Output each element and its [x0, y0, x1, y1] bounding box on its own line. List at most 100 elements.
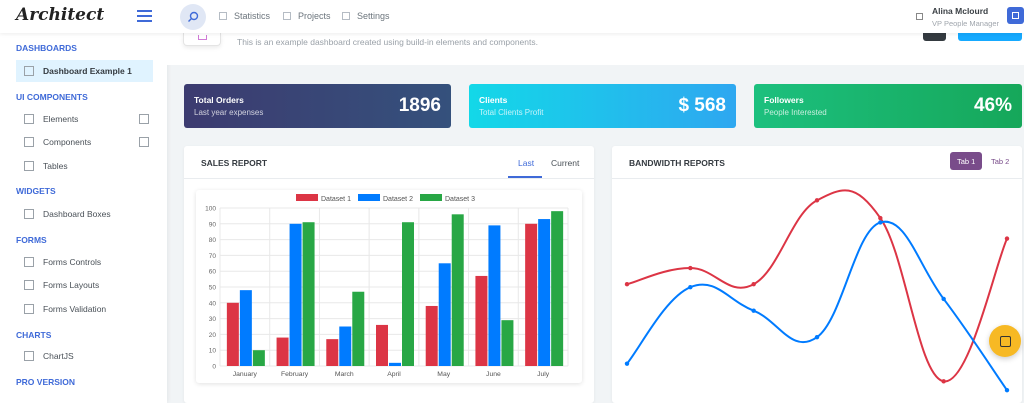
sidebar-item-dashboard-example-1[interactable]: Dashboard Example 1 — [16, 60, 153, 82]
legend-swatch — [358, 194, 380, 201]
sidebar-item-chartjs[interactable]: ChartJS — [16, 345, 153, 367]
bar[interactable] — [326, 339, 339, 366]
bar[interactable] — [451, 214, 464, 366]
data-point[interactable] — [878, 215, 883, 221]
bar[interactable] — [538, 219, 551, 366]
user-name: Alina Mclourd — [932, 6, 989, 16]
bar[interactable] — [425, 305, 438, 366]
legend-label[interactable]: Dataset 3 — [445, 196, 475, 203]
sidebar-item-forms-layouts[interactable]: Forms Layouts — [16, 274, 153, 296]
y-tick-label: 80 — [209, 237, 217, 244]
sales-bar-chart: Dataset 1 Dataset 2 Dataset 3 0 10 20 30 40 50 60… — [205, 194, 569, 378]
data-point[interactable] — [878, 220, 883, 225]
stat-card-total-orders: Total Orders Last year expenses 1896 — [184, 84, 451, 128]
sidebar-item-forms-validation[interactable]: Forms Validation — [16, 298, 153, 320]
title-action-button-primary[interactable] — [958, 33, 1022, 41]
search-button[interactable] — [180, 4, 206, 30]
user-role: VP People Manager — [932, 19, 999, 28]
bar[interactable] — [402, 222, 414, 366]
sidebar-item-components[interactable]: Components — [16, 131, 153, 153]
hamburger-menu-icon[interactable] — [137, 10, 152, 22]
stat-subtitle: People Interested — [764, 108, 827, 117]
sidebar-item-dashboard-boxes[interactable]: Dashboard Boxes — [16, 203, 153, 225]
sales-report-card: Sales Report Last Current Dataset 1 Datas… — [184, 146, 594, 403]
bar[interactable] — [276, 337, 289, 366]
sidebar-heading-dashboards: Dashboards — [16, 43, 77, 53]
series-line — [626, 220, 1008, 391]
y-tick-label: 20 — [209, 332, 217, 339]
data-point[interactable] — [688, 284, 693, 290]
bar[interactable] — [302, 222, 315, 366]
app-logo[interactable]: Architect — [16, 5, 105, 25]
sidebar-item-forms-controls[interactable]: Forms Controls — [16, 251, 153, 273]
tables-icon — [24, 161, 34, 171]
bar[interactable] — [226, 302, 239, 366]
bandwidth-line-chart — [624, 189, 1010, 393]
data-point[interactable] — [941, 296, 946, 302]
bar[interactable] — [352, 291, 365, 366]
expand-icon[interactable] — [139, 114, 149, 124]
stat-label: Total Orders — [194, 95, 244, 105]
active-tab-indicator — [508, 176, 542, 178]
stat-value: 46% — [973, 95, 1012, 116]
y-tick-label: 50 — [209, 285, 217, 292]
statistics-icon — [219, 12, 227, 20]
data-point[interactable] — [814, 198, 820, 203]
bar[interactable] — [488, 225, 501, 366]
data-point[interactable] — [688, 265, 693, 271]
tab-2[interactable]: Tab 2 — [991, 156, 1010, 166]
bar[interactable] — [525, 223, 538, 366]
tab-1[interactable]: Tab 1 — [950, 152, 983, 170]
bar[interactable] — [289, 223, 302, 366]
search-icon — [188, 11, 199, 22]
bar[interactable] — [551, 211, 564, 366]
title-action-button-dark[interactable] — [923, 33, 946, 41]
nav-settings[interactable]: Settings — [342, 11, 390, 21]
y-tick-label: 40 — [209, 300, 217, 307]
nav-statistics[interactable]: Statistics — [219, 11, 270, 21]
bar[interactable] — [475, 275, 488, 366]
tab-current[interactable]: Current — [551, 158, 580, 168]
stat-value: $ 568 — [678, 95, 726, 116]
tab-last[interactable]: Last — [518, 158, 535, 168]
data-point[interactable] — [814, 335, 820, 340]
bar[interactable] — [438, 263, 451, 366]
data-point[interactable] — [1004, 236, 1010, 241]
card-header: Sales Report Last Current — [184, 146, 594, 179]
data-point[interactable] — [624, 361, 630, 366]
bar[interactable] — [252, 350, 265, 366]
legend-label[interactable]: Dataset 1 — [321, 196, 351, 203]
sidebar-heading-pro-version: Pro Version — [16, 377, 76, 387]
sidebar-item-elements[interactable]: Elements — [16, 108, 153, 130]
page-subtitle: This is an example dashboard created usi… — [237, 37, 538, 47]
bar[interactable] — [376, 324, 388, 366]
settings-icon — [342, 12, 350, 20]
card-title: Bandwidth Reports — [629, 158, 725, 168]
page-title-icon — [183, 33, 221, 46]
bar[interactable] — [501, 320, 514, 366]
y-tick-label: 70 — [209, 253, 217, 260]
sidebar-item-tables[interactable]: Tables — [16, 155, 153, 177]
data-point[interactable] — [751, 308, 756, 313]
floating-action-button[interactable] — [989, 325, 1021, 357]
card-header: Bandwidth Reports Tab 1 Tab 2 — [612, 146, 1022, 179]
user-menu-icon[interactable] — [916, 13, 923, 20]
legend-label[interactable]: Dataset 2 — [383, 196, 413, 203]
expand-icon[interactable] — [139, 137, 149, 147]
x-tick-label: January — [233, 371, 258, 378]
nav-projects[interactable]: Projects — [283, 11, 331, 21]
validation-icon — [24, 304, 34, 314]
y-tick-label: 0 — [212, 364, 216, 371]
sidebar-heading-ui-components: UI Components — [16, 92, 88, 102]
data-point[interactable] — [1004, 387, 1010, 393]
data-point[interactable] — [751, 282, 756, 287]
bar[interactable] — [239, 290, 252, 366]
bar[interactable] — [389, 362, 401, 366]
y-tick-label: 90 — [209, 221, 217, 228]
user-action-button[interactable] — [1007, 7, 1024, 24]
data-point[interactable] — [624, 282, 630, 287]
y-tick-label: 60 — [209, 269, 217, 276]
bar[interactable] — [339, 326, 352, 367]
data-point[interactable] — [941, 379, 946, 384]
elements-icon — [24, 114, 34, 124]
